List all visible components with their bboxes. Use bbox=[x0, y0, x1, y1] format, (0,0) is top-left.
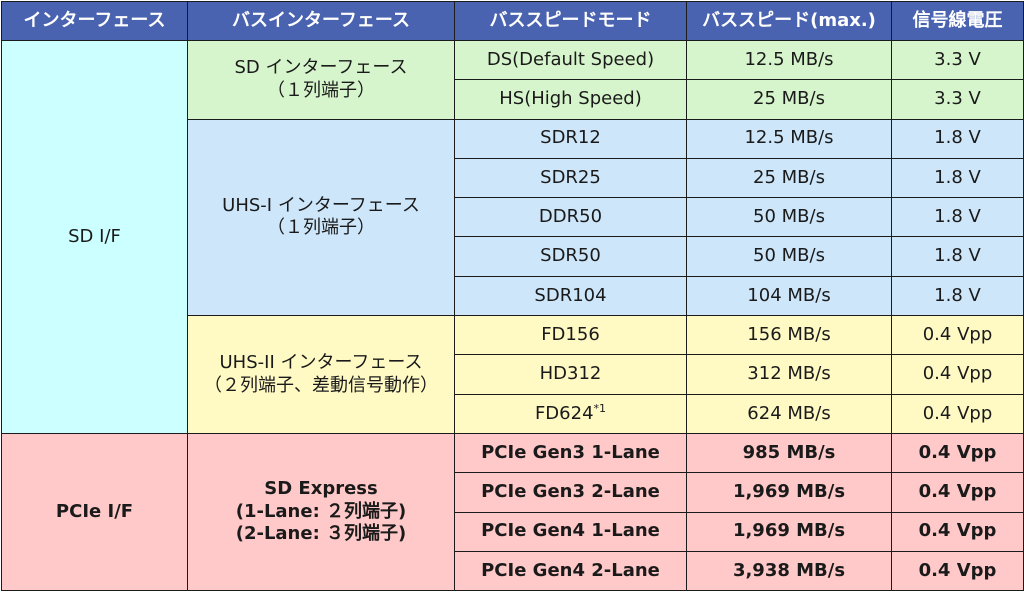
group-express-bus-line1: SD Express bbox=[264, 478, 378, 500]
mode-text: FD624 bbox=[534, 403, 594, 425]
voltage-cell: 0.4 Vpp bbox=[891, 432, 1024, 474]
mode-cell: PCIe Gen3 2-Lane bbox=[454, 472, 687, 513]
speed-cell: 50 MB/s bbox=[686, 197, 892, 238]
mode-cell: SDR12 bbox=[454, 118, 687, 159]
mode-cell: SDR104 bbox=[454, 275, 687, 317]
table-row: HS(High Speed) 25 MB/s 3.3 V bbox=[2, 79, 1024, 120]
mode-cell: FD624*1 bbox=[454, 393, 687, 434]
voltage-cell: 0.4 Vpp bbox=[891, 354, 1024, 395]
speed-cell: 156 MB/s bbox=[686, 315, 892, 356]
group-uhs2-bus-line1: UHS-II インターフェース bbox=[219, 352, 423, 374]
header-bus-speed-mode: バススピードモード bbox=[454, 1, 687, 41]
voltage-cell: 0.4 Vpp bbox=[891, 315, 1024, 356]
voltage-cell: 1.8 V bbox=[891, 118, 1024, 159]
footnote-marker: *1 bbox=[593, 402, 607, 416]
group-express-bus-line3: (2-Lane: ３列端子) bbox=[235, 523, 407, 545]
mode-cell: HD312 bbox=[454, 354, 687, 395]
header-signal-voltage: 信号線電圧 bbox=[891, 1, 1024, 41]
mode-cell: DS(Default Speed) bbox=[454, 39, 687, 81]
voltage-cell: 3.3 V bbox=[891, 79, 1024, 120]
group-sd-bus: SD インターフェース （１列端子） bbox=[187, 40, 455, 120]
speed-cell: 12.5 MB/s bbox=[686, 118, 892, 159]
table-row: PCIe I/F SD Express (1-Lane: ２列端子) (2-La… bbox=[1, 432, 1024, 592]
group-express-bus-line2: (1-Lane: ２列端子) bbox=[235, 500, 407, 522]
mode-cell: HS(High Speed) bbox=[454, 79, 687, 120]
speed-cell: 985 MB/s bbox=[686, 432, 892, 474]
table-row: PCIe Gen3 2-Lane 1,969 MB/s 0.4 Vpp bbox=[2, 472, 1024, 513]
voltage-cell: 0.4 Vpp bbox=[891, 472, 1024, 513]
group-sd-bus-line2: （１列端子） bbox=[267, 79, 375, 101]
mode-cell: FD156 bbox=[454, 315, 687, 356]
speed-cell: 25 MB/s bbox=[686, 79, 892, 120]
group-uhs1-bus-line2: （１列端子） bbox=[267, 217, 375, 239]
table-row: HD312 312 MB/s 0.4 Vpp bbox=[2, 354, 1024, 395]
voltage-cell: 1.8 V bbox=[891, 275, 1024, 317]
group-uhs2-bus: UHS-II インターフェース （２列端子、差動信号動作） bbox=[187, 315, 455, 434]
table-row: SD I/F SD インターフェース （１列端子） DS(Default Spe… bbox=[1, 39, 1024, 434]
header-bus-speed: バススピード(max.) bbox=[686, 1, 892, 41]
voltage-cell: 0.4 Vpp bbox=[891, 511, 1024, 552]
table-row: PCIe Gen4 2-Lane 3,938 MB/s 0.4 Vpp bbox=[2, 550, 1024, 592]
table-row: SDR104 104 MB/s 1.8 V bbox=[2, 275, 1024, 317]
group-sd-bus-line1: SD インターフェース bbox=[234, 57, 408, 79]
mode-cell: SDR25 bbox=[454, 157, 687, 199]
speed-cell: 312 MB/s bbox=[686, 354, 892, 395]
table-row: FD624*1 624 MB/s 0.4 Vpp bbox=[2, 393, 1024, 434]
group-uhs1-bus-line1: UHS-I インターフェース bbox=[222, 194, 420, 216]
table-row: DDR50 50 MB/s 1.8 V bbox=[2, 197, 1024, 238]
speed-cell: 1,969 MB/s bbox=[686, 472, 892, 513]
speed-cell: 50 MB/s bbox=[686, 236, 892, 277]
voltage-cell: 0.4 Vpp bbox=[891, 550, 1024, 592]
group-uhs2-bus-line2: （２列端子、差動信号動作） bbox=[204, 374, 438, 396]
voltage-cell: 1.8 V bbox=[891, 197, 1024, 238]
speed-cell: 12.5 MB/s bbox=[686, 39, 892, 81]
table-row: SDR25 25 MB/s 1.8 V bbox=[2, 157, 1024, 199]
speed-cell: 25 MB/s bbox=[686, 157, 892, 199]
table-row: UHS-I インターフェース （１列端子） SDR12 12.5 MB/s 1.… bbox=[2, 118, 1024, 317]
voltage-cell: 0.4 Vpp bbox=[891, 393, 1024, 434]
group-uhs1-bus: UHS-I インターフェース （１列端子） bbox=[187, 118, 455, 317]
sd-interface-spec-table: インターフェース バスインターフェース バススピードモード バススピード(max… bbox=[1, 1, 1024, 592]
header-interface: インターフェース bbox=[1, 1, 188, 41]
group-express-bus: SD Express (1-Lane: ２列端子) (2-Lane: ３列端子) bbox=[187, 432, 455, 592]
table-row: PCIe Gen4 1-Lane 1,969 MB/s 0.4 Vpp bbox=[2, 511, 1024, 552]
voltage-cell: 1.8 V bbox=[891, 157, 1024, 199]
table-row: UHS-II インターフェース （２列端子、差動信号動作） FD156 156 … bbox=[2, 315, 1024, 434]
speed-cell: 104 MB/s bbox=[686, 275, 892, 317]
voltage-cell: 1.8 V bbox=[891, 236, 1024, 277]
voltage-cell: 3.3 V bbox=[891, 39, 1024, 81]
speed-cell: 624 MB/s bbox=[686, 393, 892, 434]
group-pcie-if: PCIe I/F bbox=[1, 432, 188, 592]
mode-cell: DDR50 bbox=[454, 197, 687, 238]
header-row: インターフェース バスインターフェース バススピードモード バススピード(max… bbox=[1, 1, 1024, 41]
speed-cell: 1,969 MB/s bbox=[686, 511, 892, 552]
mode-cell: PCIe Gen4 1-Lane bbox=[454, 511, 687, 552]
mode-cell: SDR50 bbox=[454, 236, 687, 277]
mode-cell: PCIe Gen4 2-Lane bbox=[454, 550, 687, 592]
speed-cell: 3,938 MB/s bbox=[686, 550, 892, 592]
table-row: SDR50 50 MB/s 1.8 V bbox=[2, 236, 1024, 277]
group-sd-if: SD I/F bbox=[1, 40, 188, 434]
header-bus-interface: バスインターフェース bbox=[187, 1, 455, 41]
mode-cell: PCIe Gen3 1-Lane bbox=[454, 432, 687, 474]
